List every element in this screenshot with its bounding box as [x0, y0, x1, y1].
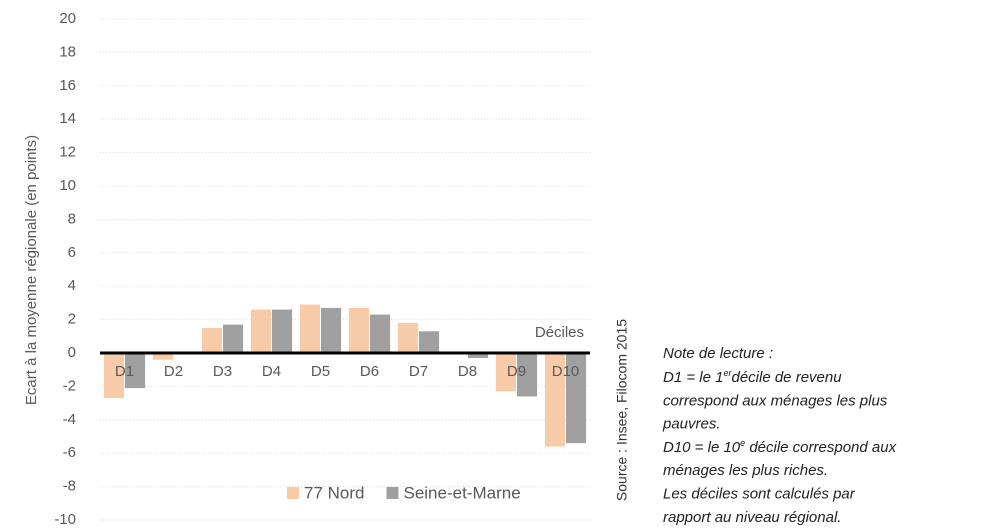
note-text: D10 = le 10 [663, 439, 741, 456]
bar [566, 353, 587, 444]
legend-label: 77 Nord [304, 483, 364, 502]
legend-label: Seine-et-Marne [403, 483, 520, 502]
source: Source : Insee, Filocom 2015 [614, 319, 630, 501]
y-tick-label: 4 [68, 277, 76, 294]
note-line: D10 = le 10e décile correspond aux [663, 438, 897, 456]
x-axis-title: Déciles [535, 324, 584, 341]
x-tick-label: D1 [115, 363, 134, 380]
note-line: Les déciles sont calculés par [663, 486, 856, 503]
bar [321, 307, 342, 353]
note-text: ménages les plus riches. [663, 462, 828, 479]
bar [299, 304, 320, 353]
bar [495, 353, 516, 392]
bar [223, 324, 244, 353]
note-line: D1 = le 1erdécile de revenu [663, 368, 842, 386]
bar [103, 353, 124, 399]
x-tick-label: D4 [262, 363, 281, 380]
y-axis-title: Ecart à la moyenne régionale (en points) [23, 135, 40, 405]
note-line: pauvres. [662, 416, 721, 433]
x-tick-label: D8 [458, 363, 477, 380]
y-tick-label: 2 [68, 311, 76, 328]
bar [517, 353, 538, 397]
y-tick-label: 18 [59, 43, 76, 60]
legend-swatch [287, 487, 299, 499]
y-tick-label: -2 [63, 377, 76, 394]
note-title: Note de lecture : [663, 345, 773, 362]
y-tick-label: -8 [63, 478, 76, 495]
note-text: D1 = le 1 [663, 369, 723, 386]
y-tick-label: 14 [59, 110, 76, 127]
note-text: pauvres. [662, 416, 721, 433]
bar [152, 353, 173, 360]
note-text: correspond aux ménages les plus [663, 392, 888, 409]
y-tick-label: 10 [59, 177, 76, 194]
y-tick-label: 20 [59, 10, 76, 27]
bar [544, 353, 565, 447]
bar [370, 314, 391, 353]
x-tick-label: D7 [409, 363, 428, 380]
bar [348, 307, 369, 353]
note-text: décile correspond aux [745, 439, 896, 456]
note-sup: e [740, 438, 745, 448]
bar [201, 327, 222, 353]
y-tick-label: -6 [63, 444, 76, 461]
note-text: Les déciles sont calculés par [663, 486, 856, 503]
y-tick-label: 6 [68, 244, 76, 261]
note-text: décile de revenu [731, 369, 842, 386]
bar [125, 353, 146, 389]
bar [250, 309, 271, 353]
legend-swatch [386, 487, 399, 499]
y-tick-label: 0 [68, 344, 76, 361]
bar [272, 309, 293, 353]
x-tick-label: D2 [164, 363, 183, 380]
note-text: rapport au niveau régional. [663, 509, 841, 526]
y-tick-label: -4 [63, 411, 76, 428]
note-line: rapport au niveau régional. [663, 509, 841, 526]
y-tick-label: -10 [54, 511, 76, 528]
bar [397, 322, 418, 353]
x-tick-label: D6 [360, 363, 379, 380]
note-line: correspond aux ménages les plus [663, 392, 888, 409]
bar [468, 353, 489, 359]
x-tick-label: D5 [311, 363, 330, 380]
y-tick-label: 16 [59, 77, 76, 94]
x-tick-label: D9 [507, 363, 526, 380]
y-tick-label: 8 [68, 210, 76, 227]
x-tick-label: D10 [552, 363, 580, 380]
note-sup: er [723, 368, 732, 378]
x-tick-label: D3 [213, 363, 232, 380]
y-tick-label: 12 [59, 144, 76, 161]
note-line: ménages les plus riches. [663, 462, 828, 479]
bar [419, 331, 440, 353]
